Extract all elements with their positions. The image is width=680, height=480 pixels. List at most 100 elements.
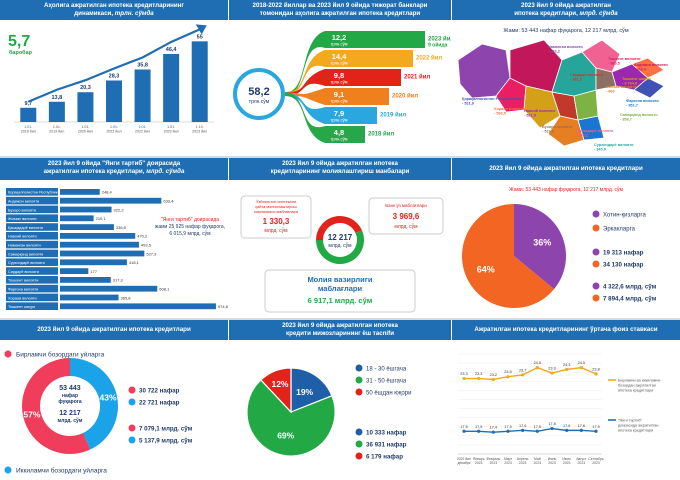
series-point bbox=[477, 429, 481, 433]
bar bbox=[134, 69, 151, 122]
region-label: Жиззах вилояти bbox=[605, 85, 637, 89]
bar bbox=[106, 80, 122, 122]
point-label: 23,9 bbox=[548, 367, 555, 371]
point-label: 23,5 bbox=[504, 370, 511, 374]
source-name: Ўзбекистон ипотекани bbox=[256, 199, 296, 204]
year-value: 9,8 bbox=[334, 71, 344, 80]
series-point bbox=[550, 371, 554, 375]
series-point bbox=[535, 429, 539, 433]
legend-value: 6 179 нафар bbox=[366, 454, 403, 461]
panel-header: 2018-2022 йиллар ва 2023 йил 9 ойида тиж… bbox=[229, 0, 451, 20]
panel-title: 2023 йил 9 ойида ажратилган bbox=[521, 2, 611, 9]
year-label: 2023 йил bbox=[428, 36, 451, 43]
legend-marker bbox=[592, 260, 600, 268]
bar bbox=[60, 250, 145, 257]
region-shape bbox=[547, 115, 585, 147]
tick-label: Май bbox=[534, 457, 541, 461]
year-label: 2019 йил bbox=[380, 112, 406, 119]
year-unit: трлн.сўм bbox=[330, 118, 347, 123]
region-name: Тошкент вилояти bbox=[8, 279, 38, 283]
panel-age: 2023 йил 9 ойида ажратилган ипотека кред… bbox=[229, 320, 451, 480]
panel-title: динамикаси, bbox=[74, 9, 114, 17]
age-pie: 19% 69% 12% 18 - 30 ёшгача 31 - 50 ёшгача 50 … bbox=[246, 364, 411, 461]
tick-label: Август bbox=[576, 457, 587, 461]
region-value: - 951,7 bbox=[626, 104, 638, 108]
panel-title: 2023 йил 9 ойида ажратилган ипотека bbox=[282, 322, 398, 329]
source-unit: млрд. сўм bbox=[264, 227, 288, 234]
tick-label: декабрь bbox=[458, 461, 471, 465]
region-name: Сирдарё вилояти bbox=[8, 270, 39, 274]
trend-arrow bbox=[27, 28, 201, 103]
bar-label: 974,6 bbox=[218, 304, 228, 309]
source-name: Молия вазирлиги bbox=[307, 275, 372, 284]
panel-header: 2023 йил 9 ойида "Янги тартиб" доирасида… bbox=[0, 158, 228, 180]
point-label: 23,2 bbox=[490, 373, 497, 377]
source-box bbox=[240, 195, 312, 239]
source-slice bbox=[316, 230, 364, 265]
center-text: фуқарога bbox=[58, 398, 82, 405]
year-unit: трлн.сўм bbox=[330, 42, 347, 47]
total-unit: млрд. сўм bbox=[328, 242, 352, 249]
point-label: 17,5 bbox=[475, 425, 482, 429]
pie-label: 19% bbox=[296, 387, 313, 397]
year-unit: трлн.сўм bbox=[330, 80, 347, 85]
legend-marker bbox=[355, 376, 363, 384]
region-shape bbox=[581, 39, 621, 73]
source-value: 6 917,1 млрд. сўм bbox=[308, 296, 373, 305]
tick-label: 2020 йил bbox=[78, 130, 93, 134]
bar bbox=[60, 303, 216, 310]
legend-marker bbox=[4, 350, 12, 358]
tick-label: 2023 bbox=[563, 461, 571, 465]
bar-label: 322,2 bbox=[114, 207, 125, 212]
source-name: компанияси маблағлари bbox=[254, 209, 298, 214]
rates-line-chart: 23,3 23,3 23,2 23,5 23,7 24,5 23,9 24,3 24,5 23,8… bbox=[457, 353, 660, 465]
row-separator bbox=[0, 318, 680, 320]
region-name-box bbox=[6, 249, 58, 258]
legend-value: 34 130 нафар bbox=[603, 262, 644, 269]
year-band bbox=[285, 50, 413, 96]
bar-label: 418,1 bbox=[129, 260, 140, 265]
point-label: 17,5 bbox=[460, 425, 467, 429]
center-text: нафар bbox=[62, 392, 78, 399]
bar-label: 13,8 bbox=[51, 95, 62, 101]
region-name-box bbox=[6, 205, 58, 214]
region-name-box bbox=[6, 223, 58, 231]
legend-label: ипотека кредитлари bbox=[618, 429, 653, 433]
legend-marker bbox=[355, 388, 363, 396]
legend-marker bbox=[592, 282, 600, 290]
tick-label: 1.01. bbox=[81, 125, 89, 129]
bar bbox=[60, 285, 158, 292]
region-name: Бухоро вилояти bbox=[8, 208, 36, 212]
region-name-box bbox=[6, 276, 58, 284]
bar bbox=[60, 224, 114, 230]
tick-label: 1.01. bbox=[53, 125, 61, 129]
region-name: Қашқадарё вилояти bbox=[8, 226, 43, 230]
panel-dynamics: Аҳолига ажратилган ипотека кредитларинин… bbox=[0, 0, 228, 156]
region-label: Фарғона вилояти bbox=[626, 99, 659, 103]
bar-label: 20,3 bbox=[80, 85, 91, 91]
bar bbox=[60, 206, 112, 213]
legend-marker bbox=[592, 210, 600, 218]
panel-header: Ажратилган ипотека кредитларининг ўртача… bbox=[452, 320, 680, 340]
point-label: 17,6 bbox=[519, 424, 526, 428]
panel-title: кредитларининг молиялаштириш манбалари bbox=[270, 167, 410, 175]
pie-label: 64% bbox=[477, 264, 495, 274]
region-name: Жиззах вилояти bbox=[8, 217, 37, 221]
total-value: 58,2 bbox=[248, 86, 269, 98]
panel-title-unit: млрд. сўмда bbox=[146, 167, 185, 175]
tick-label: 2023 bbox=[592, 461, 600, 465]
region-label: Тошкент шаҳри bbox=[622, 77, 651, 81]
legend-marker bbox=[355, 364, 363, 372]
legend-label: Иккиламчи бозордаги уйларга bbox=[16, 467, 107, 475]
bar-label: 527,3 bbox=[146, 251, 157, 256]
panel-title: Ажратилган ипотека кредитларининг ўртача… bbox=[474, 326, 658, 333]
panel-title: 2023 йил 9 ойида ажратилган ипотека bbox=[282, 160, 398, 167]
panel-market: 2023 йил 9 ойида ажратилган ипотека кред… bbox=[0, 320, 228, 480]
new-order-chart: Қорақалпоғистон Республикаси 248,4 Андижон… bbox=[6, 188, 228, 310]
region-value: - 593,5 bbox=[494, 112, 506, 116]
tick-label: 1.10. bbox=[196, 125, 204, 129]
panel-header: 2023 йил 9 ойида ажратилган ипотека кред… bbox=[452, 0, 680, 20]
pie-slice bbox=[290, 367, 333, 413]
legend-value: 10 333 нафар bbox=[366, 430, 407, 437]
bar-label: 365,8 bbox=[121, 295, 132, 300]
